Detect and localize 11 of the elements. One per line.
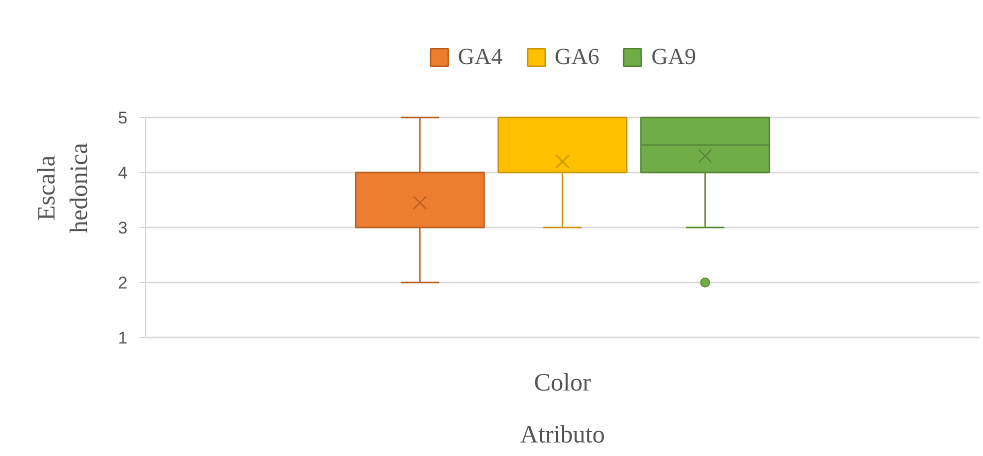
y-axis-title: Escala hedonica	[34, 142, 94, 234]
x-tick-label: Color	[534, 370, 592, 396]
legend-label: GA6	[554, 44, 600, 70]
y-tick-label: 5	[118, 108, 128, 128]
legend-label: GA4	[458, 44, 503, 70]
x-axis-title: Atributo	[520, 422, 605, 448]
y-tick-label: 4	[118, 164, 128, 182]
y-tick-label: 2	[118, 274, 128, 292]
legend-label: GA9	[651, 44, 696, 70]
y-tick-label: 1	[118, 328, 128, 348]
y-tick-label: 3	[118, 218, 128, 238]
